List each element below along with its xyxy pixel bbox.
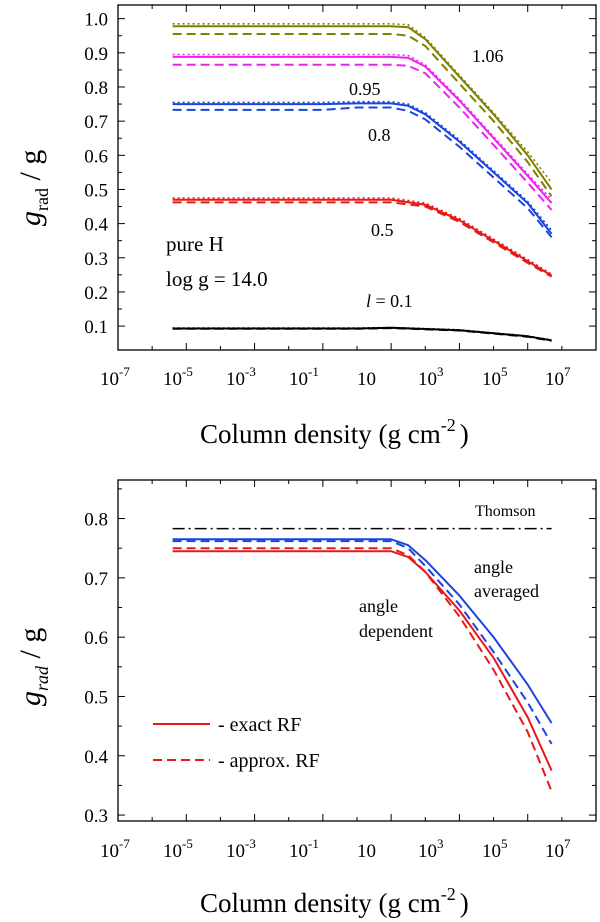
bottom-x-tick-label-2: 10-3: [226, 836, 256, 862]
top-series-1-solid-line: [172, 55, 553, 204]
bottom-y-tick-label: 0.7: [84, 569, 108, 590]
annotation-0-95: 0.95: [349, 79, 381, 99]
top-y-axis-label: grad / g: [14, 150, 52, 226]
legend: - exact RF - approx. RF: [153, 714, 320, 772]
top-y-tick-label: 0.5: [84, 180, 108, 201]
annotation-0-5: 0.5: [371, 220, 394, 240]
top-x-tick-label-0: 10-7: [100, 364, 130, 390]
top-series-4-solid-line: [172, 326, 552, 342]
top-x-ticks: [117, 5, 597, 350]
top-panel: 0.1 0.2 0.3 0.4 0.5 0.6 0.7 0.8 0.9 1.0 10-7 10-5…: [14, 4, 597, 449]
top-x-tick-label-5: 103: [418, 364, 444, 390]
top-series-3-solid-line: [172, 198, 553, 277]
bottom-series-0-dashed-line: [172, 540, 553, 745]
bottom-y-tick-label: 0.6: [84, 628, 108, 649]
top-y-tick-label: 0.7: [84, 112, 108, 133]
top-series-3-dotted-line: [172, 197, 553, 275]
annotation-angle-dependent-1: angle: [359, 596, 398, 616]
annotation-thomson: Thomson: [475, 503, 535, 520]
top-series-1-dotted-line: [172, 53, 553, 201]
bottom-x-ticks: [117, 480, 597, 821]
bottom-y-tick-label: 0.5: [84, 687, 108, 708]
bottom-x-tick-label-0: 10-7: [100, 836, 130, 862]
bottom-series-0-solid-line: [172, 538, 553, 724]
annotation-log-g: log g = 14.0: [166, 267, 268, 291]
top-y-tick-label: 0.4: [84, 215, 108, 236]
top-series-2-dotted-line: [172, 100, 553, 231]
bottom-plot-frame: [117, 479, 597, 822]
annotation-pure-h: pure H: [166, 232, 224, 256]
top-series-0-dotted-line: [172, 22, 553, 184]
annotation-0-8: 0.8: [368, 125, 391, 145]
bottom-series: [172, 538, 553, 792]
top-y-ticks: 0.1 0.2 0.3 0.4 0.5 0.6 0.7 0.8 0.9 1.0: [84, 10, 596, 338]
bottom-x-tick-label-4: 10: [357, 841, 376, 862]
top-series-0-solid-line: [172, 25, 553, 191]
bottom-y-tick-label: 0.3: [84, 806, 108, 827]
top-y-tick-label: 0.6: [84, 146, 108, 167]
top-x-tick-label-1: 10-5: [163, 364, 193, 390]
top-x-tick-label-6: 105: [482, 364, 508, 390]
top-x-tick-label-4: 10: [357, 369, 376, 390]
bottom-y-axis-label: grad / g: [14, 628, 52, 706]
top-series-2-solid-line: [172, 102, 553, 235]
bottom-series-1-solid-line: [172, 550, 553, 772]
bottom-x-tick-label-3: 10-1: [289, 836, 319, 862]
annotation-l-0-1: l = 0.1: [366, 291, 413, 311]
annotation-angle-averaged-2: averaged: [474, 581, 539, 601]
bottom-x-axis-label: Column density (g cm-2): [200, 884, 469, 918]
top-y-tick-label: 0.1: [84, 317, 108, 338]
top-series-1-dashed-line: [172, 63, 553, 211]
top-series-4-dashed-line: [172, 327, 552, 342]
annotation-1-06: 1.06: [472, 46, 504, 66]
bottom-x-tick-label-6: 105: [482, 836, 508, 862]
top-y-tick-label: 0.3: [84, 249, 108, 270]
legend-label-exact: - exact RF: [218, 714, 301, 736]
annotation-angle-averaged-1: angle: [474, 557, 513, 577]
bottom-panel: 0.3 0.4 0.5 0.6 0.7 0.8 10-7 10-5 10-3 10-1 1…: [14, 479, 597, 918]
top-y-tick-label: 1.0: [84, 10, 108, 31]
top-y-tick-label: 0.9: [84, 44, 108, 65]
top-x-axis-label: Column density (g cm-2): [200, 415, 469, 449]
top-series-3-dashed-line: [172, 201, 553, 278]
top-series-2-dashed-line: [172, 106, 553, 238]
bottom-y-tick-label: 0.8: [84, 510, 108, 531]
annotation-angle-dependent-2: dependent: [359, 621, 433, 641]
top-series: [172, 22, 553, 342]
top-series-0-dashed-line: [172, 33, 553, 197]
top-y-tick-label: 0.2: [84, 283, 108, 304]
top-x-tick-label-7: 107: [545, 364, 571, 390]
bottom-x-tick-label-7: 107: [545, 836, 571, 862]
top-x-tick-label-2: 10-3: [226, 364, 256, 390]
bottom-y-ticks: 0.3 0.4 0.5 0.6 0.7 0.8: [84, 488, 596, 827]
legend-label-approx: - approx. RF: [218, 750, 320, 772]
bottom-y-tick-label: 0.4: [84, 747, 108, 768]
top-y-tick-label: 0.8: [84, 78, 108, 99]
top-x-tick-label-3: 10-1: [289, 364, 319, 390]
bottom-x-tick-label-5: 103: [418, 836, 444, 862]
bottom-x-tick-label-1: 10-5: [163, 836, 193, 862]
